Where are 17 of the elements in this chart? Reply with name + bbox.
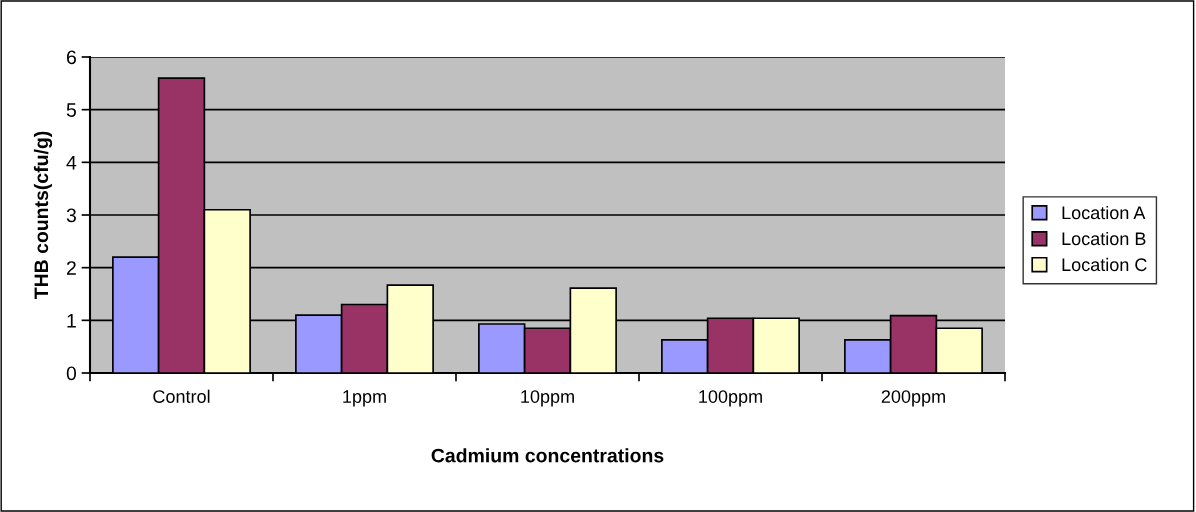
y-tick-label: 6 — [66, 50, 76, 65]
y-tick-label: 0 — [66, 366, 77, 381]
x-tick-label: 1ppm — [343, 390, 386, 407]
y-tick-label: 1 — [67, 314, 76, 328]
legend-label: Location A — [1062, 205, 1146, 220]
x-tick-label: 100ppm — [699, 390, 762, 407]
y-tick-label: 4 — [66, 156, 77, 170]
legend-label: Location C — [1062, 257, 1147, 272]
x-tick-label: 10ppm — [521, 390, 574, 407]
y-tick-label: 2 — [66, 261, 76, 275]
x-tick-label: 200ppm — [881, 390, 945, 407]
legend-label: Location B — [1062, 231, 1146, 246]
y-axis-title: THB counts(cfu/g) — [33, 131, 53, 300]
y-tick-label: 3 — [66, 208, 76, 223]
x-tick-label: Control — [153, 389, 210, 403]
y-tick-label: 5 — [66, 103, 76, 117]
x-axis-title: Cadmium concentrations — [431, 448, 664, 463]
